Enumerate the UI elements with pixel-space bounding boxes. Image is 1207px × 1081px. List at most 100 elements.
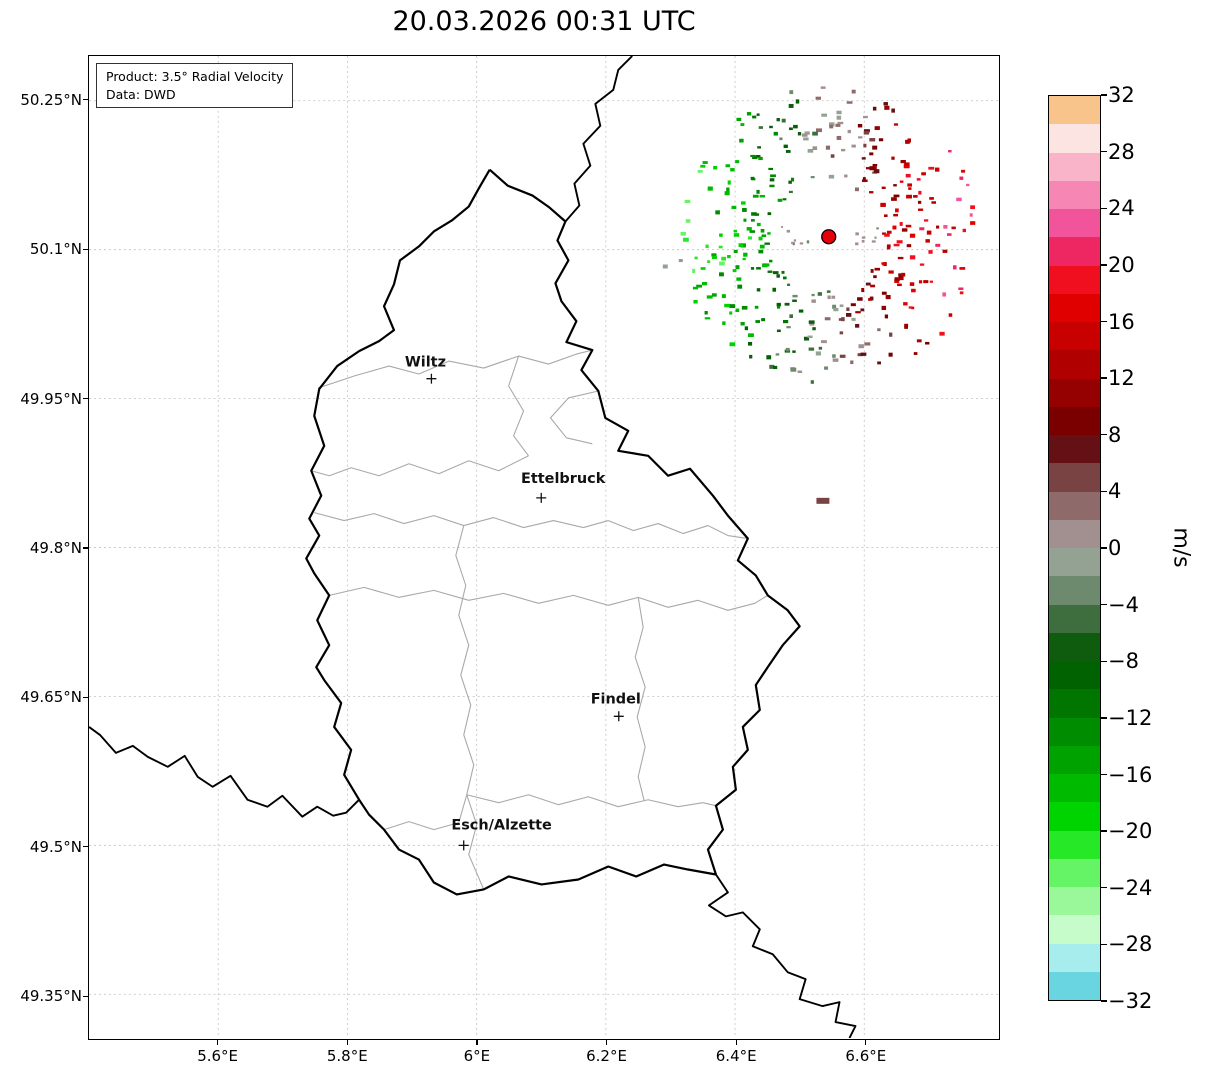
radar-echo-point (788, 180, 792, 184)
radar-echo-point (782, 198, 787, 201)
colorbar-segment (1049, 774, 1100, 803)
radar-echo-point (962, 228, 967, 233)
radar-echo-point (855, 311, 861, 314)
radar-echo-point (874, 267, 880, 271)
radar-echo-point (724, 191, 730, 196)
radar-echo-point (792, 242, 795, 246)
radar-echo-point (908, 306, 913, 309)
map-plot-area: Wiltz Ettelbruck Findel Esch/Alzette Produc… (88, 55, 1000, 1040)
radar-echo-point (898, 273, 902, 277)
radar-echo-point (869, 191, 874, 194)
radar-echo-point (899, 180, 904, 183)
radar-echo-point (857, 123, 863, 128)
colorbar-tick (1101, 773, 1107, 776)
radar-echo-point (729, 304, 736, 309)
radar-echo-point (785, 347, 790, 352)
radar-echo-point (721, 294, 726, 299)
radar-echo-point (951, 226, 956, 230)
radar-echo-point (788, 127, 793, 131)
radar-echo-point (888, 352, 893, 357)
radar-echo-point (839, 304, 844, 308)
radar-echo-point (721, 256, 726, 261)
colorbar-segment (1049, 971, 1100, 1000)
colorbar-tick-label: 20 (1108, 252, 1135, 277)
radar-echo-point (756, 288, 761, 292)
radar-echo-point (881, 186, 886, 189)
radar-echo-point (921, 172, 926, 176)
x-axis-tick (346, 1040, 348, 1045)
radar-echo-point (893, 243, 900, 247)
radar-echo-point (806, 240, 810, 244)
radar-echo-point (882, 232, 886, 235)
x-tick-label: 6.2°E (586, 1047, 627, 1065)
plot-title: 20.03.2026 00:31 UTC (392, 6, 696, 37)
radar-echo-point (825, 145, 831, 150)
radar-echo-point (769, 125, 773, 129)
canton-border (634, 597, 646, 801)
radar-echo-point (926, 230, 932, 235)
radar-echo-point (725, 164, 731, 168)
radar-echo-point (918, 280, 923, 284)
radar-echo-point (925, 239, 930, 243)
radar-echo-point (878, 138, 884, 142)
y-axis-tick (83, 398, 88, 400)
radar-echo-point (776, 118, 780, 122)
radar-echo-point (707, 260, 711, 263)
x-tick-label: 6.4°E (715, 1047, 757, 1065)
radar-echo-point (777, 198, 783, 202)
y-axis-tick (83, 248, 88, 250)
colorbar-segment (1049, 378, 1100, 407)
radar-echo-point (831, 295, 836, 299)
radar-echo-point (883, 214, 888, 218)
colorbar-tick-label: 4 (1108, 479, 1122, 504)
radar-echo-point (959, 267, 966, 270)
radar-echo-point (871, 240, 876, 243)
radar-echo-point (861, 287, 865, 293)
radar-echo-point (815, 351, 821, 356)
colorbar-tick (1101, 660, 1107, 662)
x-axis-tick (735, 1040, 737, 1045)
radar-echo-point (884, 233, 890, 237)
radar-echo-point (876, 227, 879, 230)
radar-echo-point (724, 303, 731, 308)
radar-echo-point (906, 244, 912, 248)
y-axis-tick (83, 846, 88, 848)
radar-echo-point (816, 128, 822, 133)
radar-echo-point (756, 267, 761, 270)
x-axis-tick (605, 1040, 608, 1045)
radar-echo-point (804, 131, 810, 135)
canton-border (314, 512, 748, 540)
radar-echo-point (752, 155, 758, 160)
radar-echo-point (970, 205, 975, 210)
colorbar-tick-label: −24 (1108, 875, 1153, 900)
x-tick-label: 6°E (463, 1047, 491, 1065)
radar-echo-point (684, 199, 691, 203)
country-border (564, 56, 633, 223)
radar-echo-point (693, 299, 698, 304)
radar-echo-point (755, 320, 760, 323)
colorbar-tick (1101, 1000, 1107, 1002)
radar-echo-point (750, 154, 756, 158)
x-axis-tick (865, 1040, 867, 1045)
colorbar-tick-label: 12 (1108, 366, 1135, 391)
radar-echo-point (891, 197, 897, 201)
colorbar-segment (1049, 124, 1100, 153)
radar-echo-point (916, 339, 922, 343)
radar-echo-point (783, 276, 787, 280)
colorbar-segment (1049, 548, 1100, 577)
colorbar-tick-label: 28 (1108, 139, 1135, 164)
radar-echo-point (893, 123, 899, 126)
y-axis-tick (83, 995, 88, 997)
radar-echo-point (872, 106, 877, 111)
radar-echo-point (909, 255, 916, 260)
radar-echo-point (781, 226, 784, 228)
radar-echo-point (891, 108, 895, 113)
radar-echo-point (808, 320, 815, 324)
radar-echo-point (761, 234, 767, 237)
radar-echo-point (929, 197, 934, 200)
y-axis-tick (83, 99, 88, 101)
colorbar-tick-label: −32 (1108, 989, 1153, 1013)
radar-echo-point (783, 144, 788, 149)
radar-echo-point (767, 212, 772, 216)
radar-echo-point (943, 224, 948, 229)
